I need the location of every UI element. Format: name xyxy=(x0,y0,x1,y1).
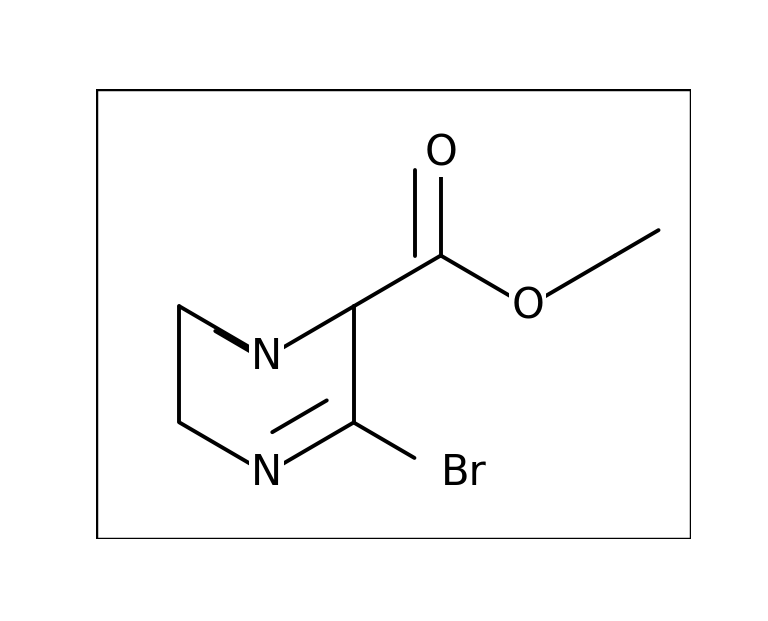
Text: Br: Br xyxy=(441,452,487,494)
Text: O: O xyxy=(511,285,545,327)
Text: O: O xyxy=(425,133,457,175)
Text: N: N xyxy=(251,336,282,378)
Text: N: N xyxy=(251,452,282,494)
